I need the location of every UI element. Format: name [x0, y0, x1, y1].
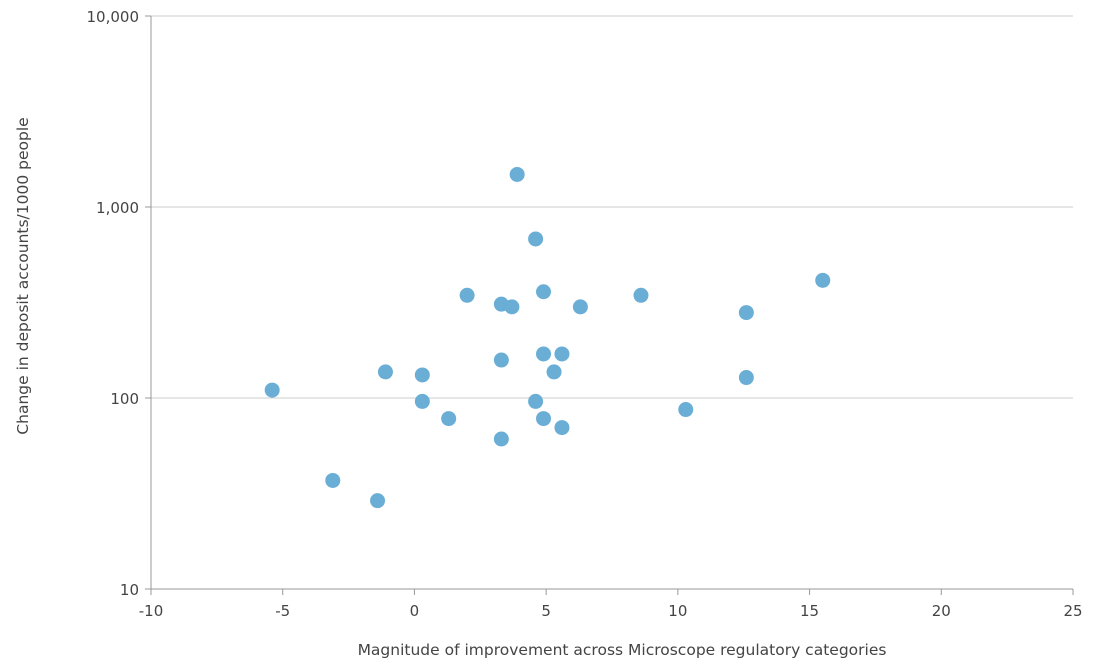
data-point: [572, 299, 588, 315]
data-point: [554, 346, 570, 362]
y-axis-title: Change in deposit accounts/1000 people: [14, 117, 32, 434]
x-tick-label: 10: [668, 602, 687, 620]
x-tick-label: -10: [139, 602, 164, 620]
data-point: [459, 287, 475, 303]
data-point: [633, 287, 649, 303]
data-point: [546, 364, 562, 380]
y-tick-label: 100: [110, 390, 139, 408]
data-point: [815, 272, 831, 288]
tick-labels: 10 100 1,000 10,000 -10 -5 0 5 10 15 20 25: [87, 8, 1083, 620]
data-point: [414, 393, 430, 409]
data-points: [264, 166, 831, 509]
x-tick-label: 15: [800, 602, 819, 620]
data-point: [377, 364, 393, 380]
data-point: [370, 493, 386, 509]
data-point: [504, 299, 520, 315]
data-point: [554, 420, 570, 436]
x-tick-label: 0: [410, 602, 420, 620]
x-tick-label: 5: [541, 602, 551, 620]
x-tick-label: 25: [1063, 602, 1082, 620]
data-point: [678, 402, 694, 418]
data-point: [536, 346, 552, 362]
data-point: [493, 352, 509, 368]
x-tick-label: -5: [275, 602, 290, 620]
gridlines: [151, 15, 1073, 399]
data-point: [509, 166, 525, 182]
data-point: [738, 305, 754, 321]
data-point: [264, 382, 280, 398]
data-point: [441, 411, 457, 427]
y-tick-label: 1,000: [96, 199, 139, 217]
data-point: [493, 431, 509, 447]
y-tick-label: 10,000: [87, 8, 140, 26]
data-point: [536, 411, 552, 427]
x-tick-label: 20: [932, 602, 951, 620]
y-tick-label: 10: [120, 581, 139, 599]
x-axis-title: Magnitude of improvement across Microsco…: [358, 641, 887, 659]
data-point: [325, 472, 341, 488]
data-point: [528, 393, 544, 409]
data-point: [414, 367, 430, 383]
data-point: [528, 231, 544, 247]
axes: [145, 15, 1074, 595]
data-point: [738, 370, 754, 386]
data-point: [536, 284, 552, 300]
